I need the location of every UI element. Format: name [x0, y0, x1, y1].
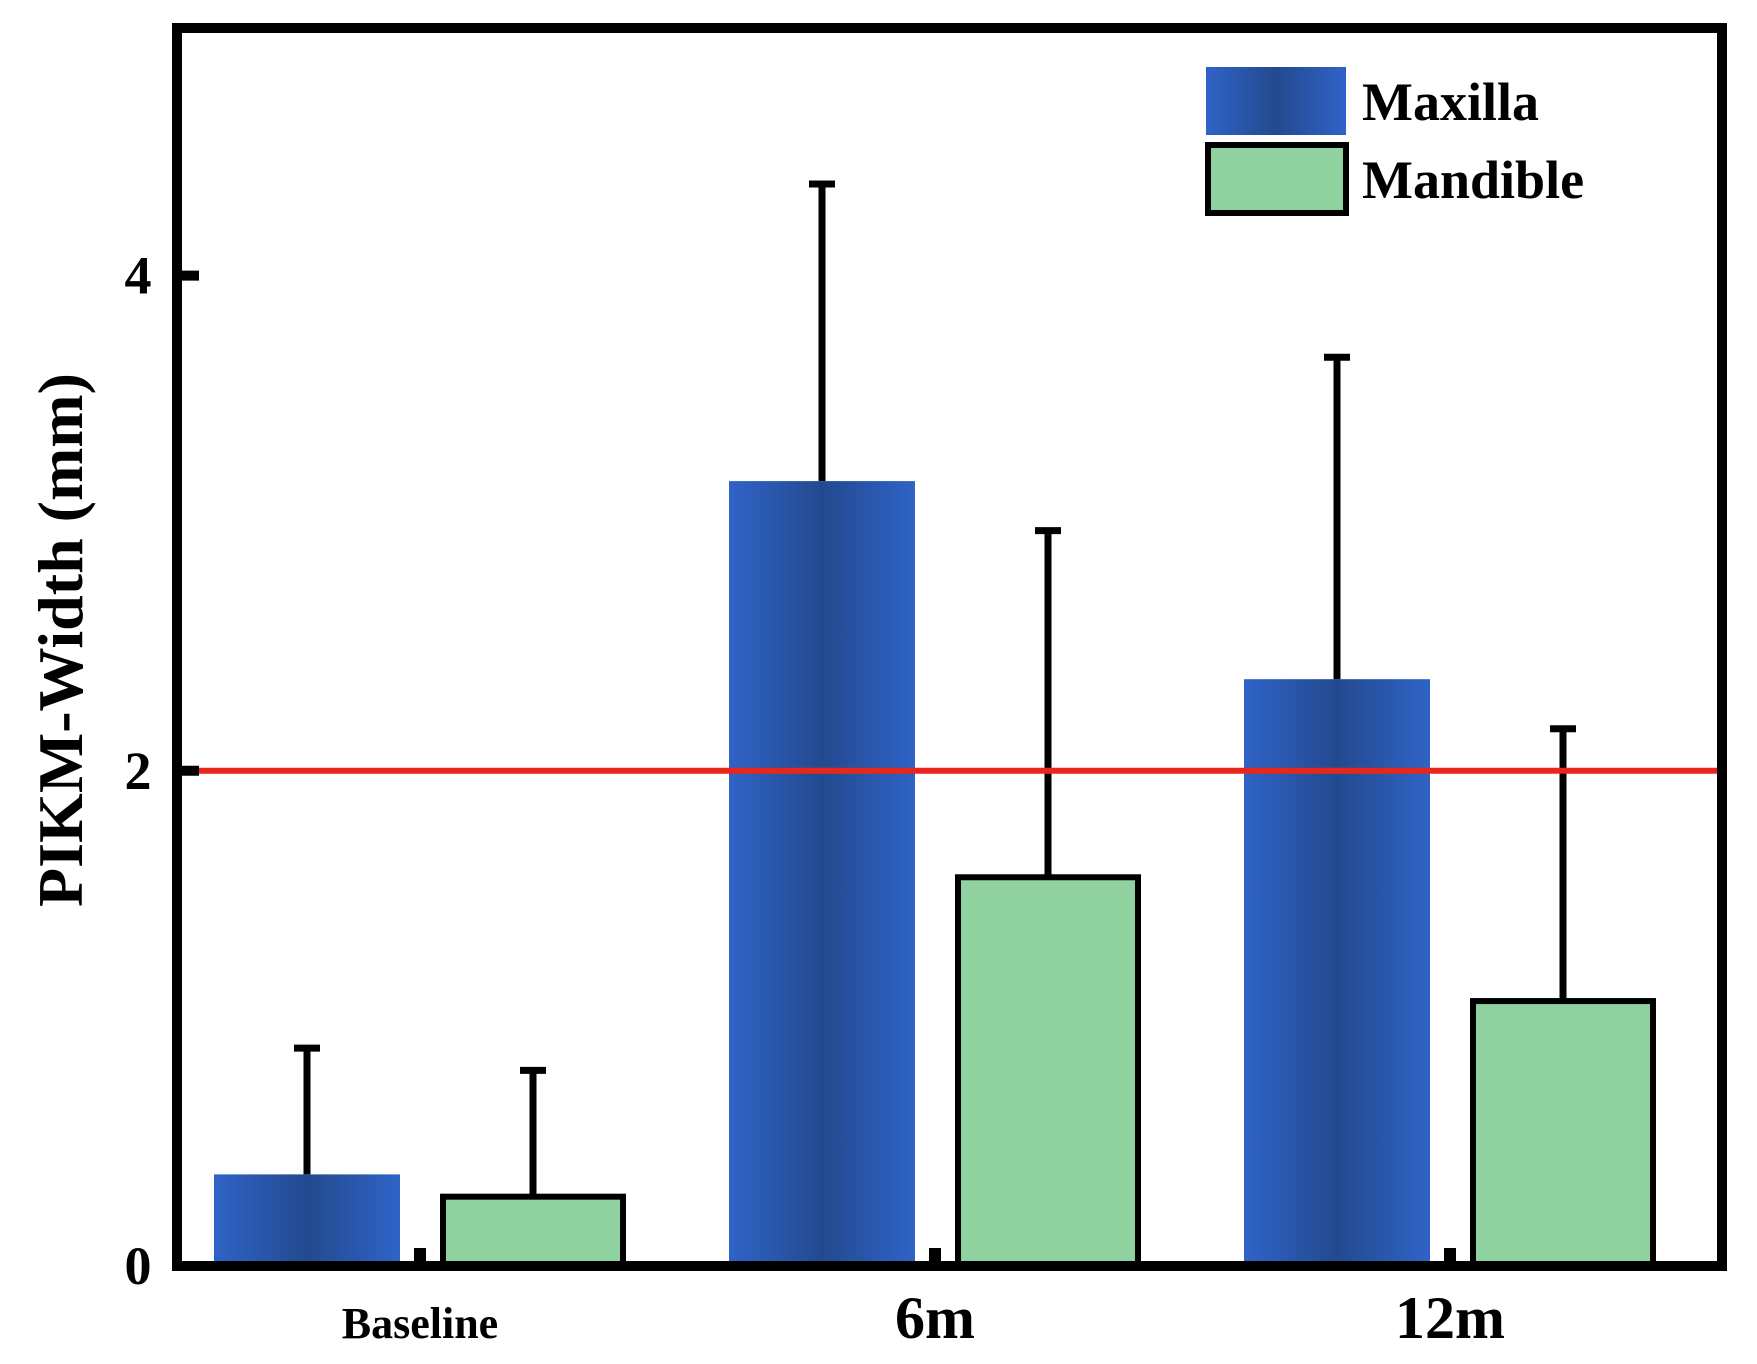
y-tick-label-0: 0 — [125, 1236, 152, 1296]
axis-layer: Baseline 6m 12m 0 2 4 — [125, 23, 1727, 1351]
plot-frame — [172, 23, 1727, 1271]
bar-maxilla-12m — [1244, 679, 1430, 1266]
legend-swatch-maxilla — [1206, 67, 1346, 135]
legend-label-maxilla: Maxilla — [1362, 72, 1539, 132]
legend: Maxilla Mandible — [1205, 67, 1584, 216]
x-tick-label-baseline: Baseline — [342, 1299, 498, 1348]
legend-label-mandible: Mandible — [1362, 150, 1584, 210]
y-tick-label-4: 4 — [125, 246, 152, 306]
x-tick-label-12m: 12m — [1395, 1285, 1505, 1351]
bar-mandible-6m — [955, 874, 1141, 1269]
bar-mandible-12m — [1470, 998, 1656, 1269]
bars-layer — [214, 180, 1656, 1269]
bar-maxilla-6m — [729, 481, 915, 1266]
legend-swatch-mandible — [1205, 142, 1349, 216]
bar-mandible-baseline — [440, 1193, 626, 1269]
x-tick-label-6m: 6m — [895, 1285, 975, 1351]
y-tick-label-2: 2 — [125, 741, 152, 801]
bar-maxilla-baseline — [214, 1174, 400, 1266]
y-axis-title: PIKM-Width (mm) — [25, 373, 96, 907]
